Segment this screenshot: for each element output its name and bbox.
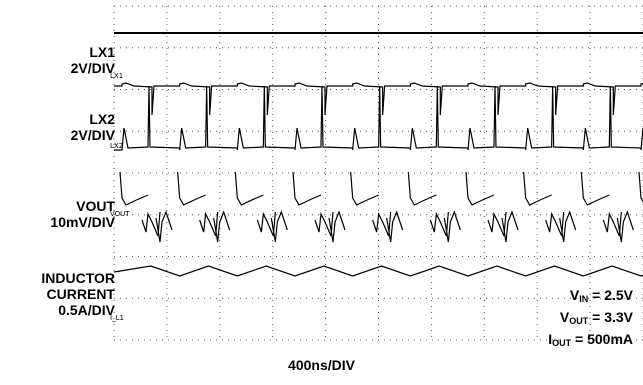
condition-vout: VOUT = 3.3V bbox=[559, 309, 633, 326]
vout-label: VOUT 10mV/DIV bbox=[50, 198, 115, 230]
inductor-current-waveform bbox=[113, 265, 643, 277]
grid bbox=[113, 5, 643, 341]
vout-trace-tag: VOUT bbox=[110, 210, 130, 218]
time-base-label: 400ns/DIV bbox=[288, 357, 355, 373]
lx2-waveform bbox=[114, 85, 643, 151]
condition-iout: IOUT = 500mA bbox=[548, 331, 633, 348]
lx1-waveform bbox=[114, 82, 643, 116]
lx2-trace-tag: LX2 bbox=[110, 142, 124, 150]
lx1-label: LX1 2V/DIV bbox=[70, 44, 115, 76]
waveforms bbox=[113, 32, 643, 277]
lx2-label: LX2 2V/DIV bbox=[70, 111, 115, 143]
condition-vin: VIN = 2.5V bbox=[569, 287, 633, 304]
inductor-current-label: INDUCTOR CURRENT 0.5A/DIV bbox=[41, 270, 115, 318]
lx1-trace-tag: LX1 bbox=[110, 72, 124, 80]
vout-waveform bbox=[119, 171, 643, 243]
inductor-current-trace-tag: I_L1 bbox=[110, 314, 124, 322]
